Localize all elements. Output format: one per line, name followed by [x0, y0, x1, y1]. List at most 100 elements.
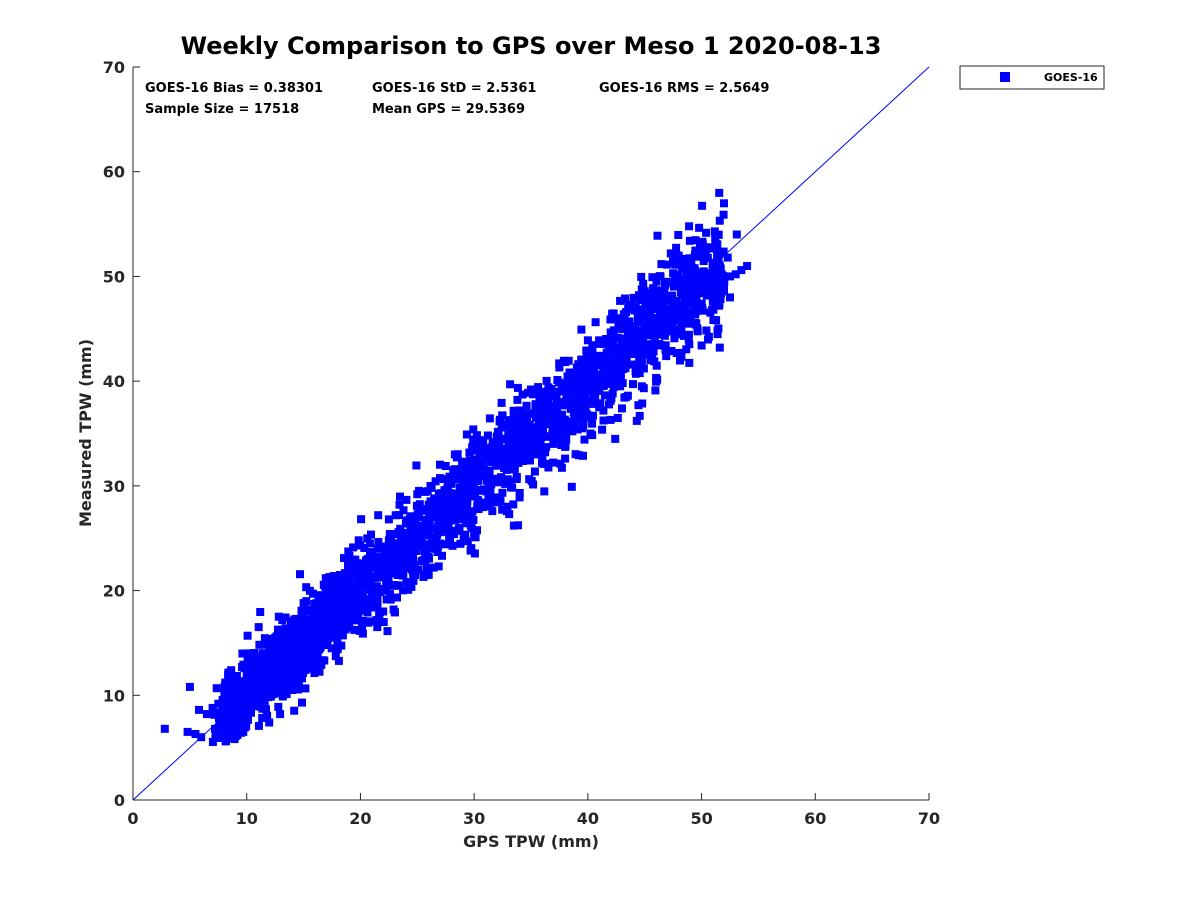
- data-point: [737, 266, 746, 275]
- data-point: [388, 562, 397, 571]
- data-point: [295, 624, 304, 633]
- data-point: [498, 411, 507, 420]
- data-point: [602, 335, 611, 343]
- data-point: [218, 695, 227, 704]
- data-point: [660, 331, 669, 340]
- data-point: [461, 534, 469, 543]
- data-point: [419, 505, 427, 514]
- data-point: [331, 618, 340, 626]
- data-point: [600, 352, 609, 360]
- data-point: [422, 553, 431, 562]
- data-point: [598, 425, 607, 434]
- data-point: [635, 329, 643, 337]
- data-point: [531, 400, 540, 409]
- data-point: [577, 325, 586, 334]
- data-point: [540, 487, 549, 496]
- data-point: [635, 411, 644, 420]
- data-point: [538, 451, 547, 460]
- data-point: [575, 415, 584, 424]
- data-point: [509, 425, 518, 434]
- data-point: [685, 358, 694, 367]
- data-point: [616, 382, 625, 391]
- data-point: [652, 277, 661, 286]
- data-point: [502, 458, 510, 467]
- data-point: [731, 270, 740, 279]
- data-point: [367, 617, 376, 626]
- data-point: [464, 466, 473, 475]
- data-point: [509, 406, 518, 415]
- data-point: [541, 432, 550, 441]
- data-point: [605, 400, 613, 409]
- data-point: [348, 603, 357, 612]
- data-point: [403, 528, 412, 537]
- data-point: [450, 465, 459, 474]
- data-point: [557, 463, 566, 472]
- data-point: [238, 649, 247, 658]
- data-point: [363, 603, 372, 612]
- data-point: [647, 341, 656, 350]
- data-point: [562, 435, 571, 444]
- data-point: [256, 683, 265, 691]
- data-point: [716, 295, 725, 304]
- data-point: [388, 554, 397, 563]
- data-point: [546, 387, 555, 396]
- data-point: [208, 703, 217, 712]
- data-point: [464, 509, 472, 518]
- data-point: [331, 652, 340, 661]
- data-point: [259, 653, 268, 662]
- data-point: [553, 409, 562, 418]
- data-point: [498, 488, 507, 497]
- data-point: [487, 498, 496, 507]
- data-point: [253, 677, 262, 686]
- data-point: [382, 570, 391, 579]
- data-point: [638, 294, 647, 303]
- data-point: [322, 588, 331, 597]
- data-point: [294, 639, 303, 648]
- data-point: [289, 632, 298, 641]
- data-point: [482, 487, 491, 496]
- data-point: [354, 603, 362, 612]
- data-point: [473, 502, 482, 511]
- data-point: [245, 705, 254, 714]
- data-point: [618, 404, 626, 413]
- data-point: [238, 682, 247, 691]
- data-point: [509, 500, 518, 509]
- data-point: [468, 482, 477, 491]
- data-point: [265, 646, 274, 655]
- data-point: [399, 506, 408, 515]
- data-point: [612, 360, 621, 369]
- data-point: [311, 660, 320, 668]
- data-point: [594, 351, 603, 360]
- data-point: [498, 446, 506, 455]
- data-point: [638, 399, 647, 408]
- data-point: [595, 403, 604, 412]
- data-point: [468, 443, 477, 452]
- data-point: [663, 322, 671, 331]
- data-point: [346, 566, 355, 575]
- data-point: [699, 273, 708, 282]
- data-point: [677, 352, 686, 361]
- data-point: [212, 684, 221, 693]
- data-point: [328, 573, 336, 581]
- data-point: [699, 267, 708, 276]
- data-point: [498, 434, 507, 443]
- data-point: [672, 304, 681, 313]
- data-point: [652, 302, 661, 311]
- data-point: [509, 414, 518, 423]
- data-point: [640, 287, 649, 296]
- data-point: [335, 571, 344, 579]
- data-point: [572, 374, 581, 382]
- data-point: [274, 702, 283, 711]
- data-point: [616, 296, 625, 305]
- data-point: [628, 301, 637, 310]
- data-point: [224, 685, 233, 694]
- data-point: [677, 320, 686, 329]
- data-point: [373, 557, 381, 566]
- data-point: [312, 648, 321, 657]
- data-point: [428, 524, 437, 533]
- data-point: [240, 664, 249, 673]
- data-point: [409, 576, 418, 585]
- data-point: [394, 570, 403, 579]
- data-point: [309, 589, 317, 598]
